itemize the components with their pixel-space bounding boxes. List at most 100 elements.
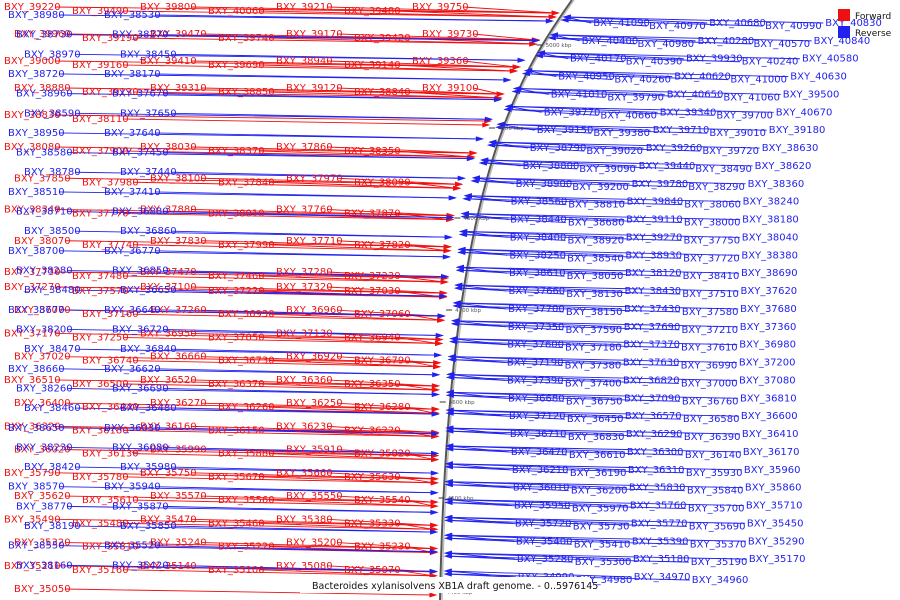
gene-label-bxy-39360: BXY_39360 [412, 56, 469, 67]
link-bxy-38840 [405, 91, 498, 99]
link-bxy-36520 [191, 379, 435, 387]
link-bxy-36600 [448, 409, 739, 417]
gene-label-bxy-39380: BXY_39380 [593, 128, 650, 139]
link-bxy-35420 [163, 564, 433, 572]
gene-label-bxy-38150: BXY_38150 [566, 307, 623, 318]
link-bxy-40990 [563, 19, 764, 27]
gene-label-bxy-39740: BXY_39740 [218, 33, 275, 44]
gene-glyph-bxy-36690 [431, 391, 440, 397]
link-bxy-40980 [550, 37, 636, 45]
link-bxy-37450 [163, 152, 470, 160]
link-bxy-38090 [405, 181, 457, 189]
link-bxy-37130 [327, 333, 439, 340]
gene-glyph-bxy-37450 [466, 156, 475, 162]
gene-label-bxy-36270: BXY_36270 [150, 398, 207, 409]
scale-tick-label-0: 5000 kbp [546, 43, 572, 49]
gene-glyph-bxy-35850 [430, 529, 439, 535]
gene-glyph-bxy-35420 [429, 568, 438, 574]
link-bxy-36080 [163, 446, 435, 454]
gene-label-bxy-39090: BXY_39090 [579, 164, 636, 175]
gene-label-bxy-36860: BXY_36860 [120, 226, 177, 237]
gene-label-bxy-36720: BXY_36720 [112, 324, 169, 335]
link-bxy-37980 [133, 181, 457, 189]
gene-label-bxy-40670: BXY_40670 [776, 107, 833, 118]
link-bxy-39020 [490, 144, 585, 152]
gene-label-bxy-39210: BXY_39210 [276, 2, 333, 13]
link-bxy-35320 [65, 542, 433, 549]
gene-label-bxy-37880: BXY_37880 [140, 205, 197, 216]
gene-glyph-bxy-35940 [430, 490, 439, 496]
gene-glyph-bxy-36250 [431, 406, 440, 412]
link-bxy-39100 [473, 87, 500, 95]
gene-label-bxy-38130: BXY_38130 [566, 289, 623, 300]
link-bxy-35410 [447, 537, 572, 545]
gene-label-bxy-39710: BXY_39710 [653, 125, 710, 136]
link-bxy-34990 [446, 570, 516, 578]
gene-label-bxy-35140: BXY_35140 [140, 561, 197, 572]
gene-label-bxy-39000: BXY_39000 [4, 56, 61, 67]
link-bxy-35790 [55, 472, 434, 480]
link-bxy-40580 [540, 52, 800, 60]
gene-label-bxy-38900: BXY_38900 [516, 179, 573, 190]
gene-label-bxy-38440: BXY_38440 [510, 215, 567, 226]
link-bxy-40830 [565, 16, 824, 24]
gene-label-bxy-37070: BXY_37070 [14, 305, 71, 316]
gene-label-bxy-35080: BXY_35080 [276, 561, 333, 572]
link-bxy-39750 [463, 6, 555, 14]
gene-glyph-bxy-38290 [470, 178, 479, 184]
gene-label-bxy-38010: BXY_38010 [208, 209, 265, 220]
gene-label-bxy-37060: BXY_37060 [354, 309, 411, 320]
link-bxy-39160 [123, 64, 513, 72]
gene-label-bxy-37750: BXY_37750 [683, 235, 740, 246]
link-bxy-36390 [448, 430, 682, 438]
link-bxy-37640 [155, 132, 479, 140]
link-bxy-37170 [55, 333, 439, 340]
gene-glyph-bxy-38490 [478, 160, 487, 166]
link-bxy-35880 [269, 453, 435, 461]
gene-glyph-bxy-40670 [504, 103, 513, 109]
gene-label-bxy-36260: BXY_36260 [218, 402, 275, 413]
gene-label-bxy-38830: BXY_38830 [4, 110, 61, 121]
link-bxy-35100 [259, 569, 433, 577]
gene-label-bxy-36290: BXY_36290 [626, 429, 683, 440]
gene-label-bxy-37000: BXY_37000 [681, 378, 738, 389]
gene-label-bxy-39500: BXY_39500 [783, 89, 840, 100]
link-bxy-38490 [481, 162, 694, 170]
gene-glyph-bxy-36940 [435, 340, 444, 346]
link-bxy-36010 [447, 481, 511, 489]
link-bxy-40970 [563, 19, 648, 27]
link-bxy-35950 [447, 499, 512, 506]
gene-label-bxy-39700: BXY_39700 [716, 110, 773, 121]
gene-label-bxy-37570: BXY_37570 [72, 286, 129, 297]
link-bxy-37740 [133, 244, 447, 252]
gene-label-bxy-37250: BXY_37250 [72, 332, 129, 343]
gene-label-bxy-37740: BXY_37740 [82, 240, 139, 251]
link-bxy-37480 [123, 275, 444, 283]
gene-label-bxy-38200: BXY_38200 [16, 324, 73, 335]
link-bxy-37620 [457, 284, 739, 292]
gene-label-bxy-37050: BXY_37050 [208, 332, 265, 343]
gene-glyph-bxy-36860 [444, 234, 453, 240]
gene-label-bxy-39730: BXY_39730 [422, 29, 479, 40]
gene-label-bxy-39020: BXY_39020 [586, 146, 643, 157]
link-bxy-38830 [55, 114, 488, 122]
gene-label-bxy-36450: BXY_36450 [567, 414, 624, 425]
gene-label-bxy-38280: BXY_38280 [16, 266, 73, 277]
gene-glyph-bxy-38450 [517, 57, 526, 63]
gene-label-bxy-36980: BXY_36980 [739, 340, 796, 351]
gene-label-bxy-36230: BXY_36230 [276, 421, 333, 432]
gene-label-bxy-37090: BXY_37090 [624, 393, 681, 404]
link-bxy-37440 [171, 171, 461, 179]
map-caption: Bacteroides xylanisolvens XB1A draft gen… [312, 581, 598, 592]
gene-label-bxy-38370: BXY_38370 [208, 146, 265, 157]
link-bxy-35960 [447, 463, 742, 471]
gene-glyph-bxy-37200 [447, 354, 456, 360]
gene-label-bxy-35470: BXY_35470 [140, 514, 197, 525]
link-bxy-38620 [483, 159, 753, 167]
gene-label-bxy-35050: BXY_35050 [14, 584, 71, 595]
link-bxy-36750 [448, 394, 564, 402]
link-bxy-37380 [450, 359, 563, 366]
gene-label-bxy-37760: BXY_37760 [276, 205, 333, 216]
link-bxy-35620 [65, 495, 434, 503]
